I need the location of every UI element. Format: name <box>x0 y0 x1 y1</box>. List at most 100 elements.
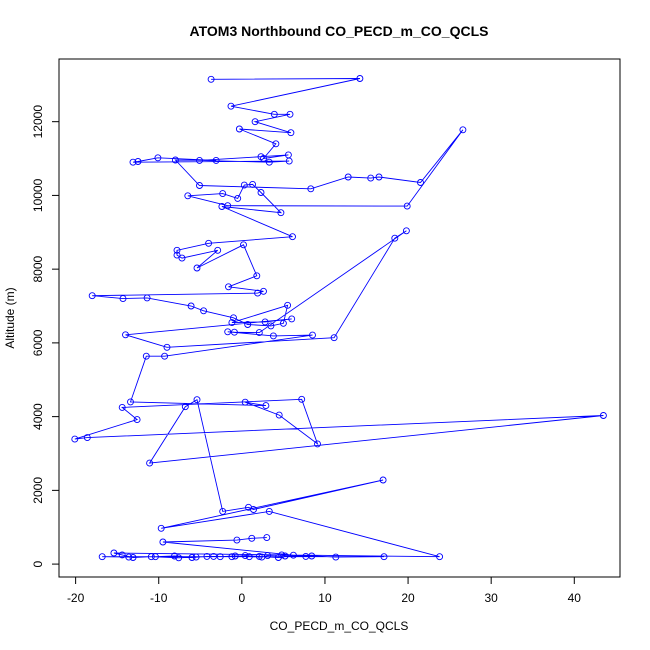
data-point <box>309 331 316 339</box>
data-point <box>83 434 91 442</box>
data-point <box>380 553 388 561</box>
data-point <box>193 396 201 404</box>
data-point <box>356 75 364 82</box>
x-axis: -20 -10 0 10 20 30 40 <box>67 576 582 605</box>
x-tick-label: 30 <box>484 591 498 605</box>
data-point <box>142 352 150 360</box>
data-point <box>129 554 137 561</box>
data-point <box>289 233 296 241</box>
data-point <box>391 234 399 242</box>
data-point <box>178 254 186 262</box>
x-axis-label: CO_PECD_m_CO_QCLS <box>270 619 409 633</box>
y-tick-label: 2000 <box>31 477 45 504</box>
data-point <box>200 307 208 315</box>
data-point <box>151 553 159 561</box>
data-point <box>228 319 236 327</box>
data-point <box>227 102 235 110</box>
data-point <box>265 158 273 166</box>
data-point <box>187 302 195 310</box>
data-point <box>403 202 411 210</box>
data-point <box>125 553 133 561</box>
data-point <box>307 185 315 193</box>
data-point <box>241 552 249 560</box>
y-axis-label: Altitude (m) <box>3 287 17 348</box>
data-point <box>193 264 201 272</box>
data-point <box>134 158 142 165</box>
data-point <box>244 321 252 328</box>
data-point <box>207 75 215 83</box>
data-point <box>272 140 280 148</box>
y-tick-label: 4000 <box>31 403 45 430</box>
data-point <box>248 534 256 542</box>
data-point <box>255 329 263 337</box>
data-point <box>119 295 127 303</box>
data-point <box>122 331 129 339</box>
data-point <box>175 554 183 562</box>
x-tick-label: 0 <box>239 591 246 605</box>
data-point <box>171 156 179 164</box>
data-point <box>367 174 375 182</box>
data-point <box>212 156 220 164</box>
data-point <box>224 328 232 336</box>
data-point <box>225 283 232 291</box>
data-point <box>245 553 253 561</box>
data-point <box>184 192 192 200</box>
data-point <box>196 182 203 189</box>
data-point <box>265 507 273 515</box>
data-point <box>110 549 118 557</box>
data-point <box>234 194 242 202</box>
data-point <box>332 553 340 561</box>
data-point <box>253 272 261 280</box>
x-tick-label: -10 <box>150 591 168 605</box>
data-point <box>196 156 203 164</box>
data-point <box>214 246 222 254</box>
data-point <box>173 246 181 254</box>
data-point <box>233 536 241 544</box>
data-point <box>146 459 154 467</box>
data-point <box>262 402 270 410</box>
data-point <box>230 328 238 336</box>
data-point <box>436 553 444 561</box>
data-point <box>269 332 277 340</box>
data-point <box>287 129 295 137</box>
data-point <box>192 553 200 561</box>
data-point <box>88 292 96 300</box>
data-point <box>219 190 227 198</box>
x-tick-label: 40 <box>568 591 582 605</box>
data-point <box>228 553 236 561</box>
data-point <box>216 553 224 561</box>
data-point <box>210 552 218 560</box>
data-point <box>129 158 137 166</box>
data-point <box>173 251 181 259</box>
data-point <box>157 524 165 532</box>
y-tick-label: 8000 <box>31 255 45 282</box>
data-point <box>261 318 269 326</box>
y-tick-label: 12000 <box>31 105 45 139</box>
data-point <box>235 125 243 133</box>
x-tick-label: 10 <box>318 591 332 605</box>
data-point <box>330 334 338 342</box>
data-point <box>181 403 189 411</box>
data-point <box>133 416 141 424</box>
data-point <box>230 314 237 322</box>
data-point <box>241 398 249 406</box>
data-point <box>288 315 296 323</box>
data-point <box>127 398 134 406</box>
data-point <box>314 440 321 448</box>
y-tick-label: 0 <box>31 560 45 567</box>
data-point <box>250 506 257 513</box>
data-point <box>417 179 424 186</box>
chart-title: ATOM3 Northbound CO_PECD_m_CO_QCLS <box>190 23 489 39</box>
data-point <box>188 554 196 561</box>
data-point <box>286 110 294 118</box>
data-point <box>254 289 262 297</box>
data-point <box>249 180 257 188</box>
data-point <box>205 239 213 247</box>
data-point <box>154 154 162 162</box>
data-point <box>284 301 292 309</box>
data-point <box>257 153 265 161</box>
data-point <box>203 552 211 560</box>
series-line <box>74 78 604 559</box>
data-point <box>118 551 126 559</box>
